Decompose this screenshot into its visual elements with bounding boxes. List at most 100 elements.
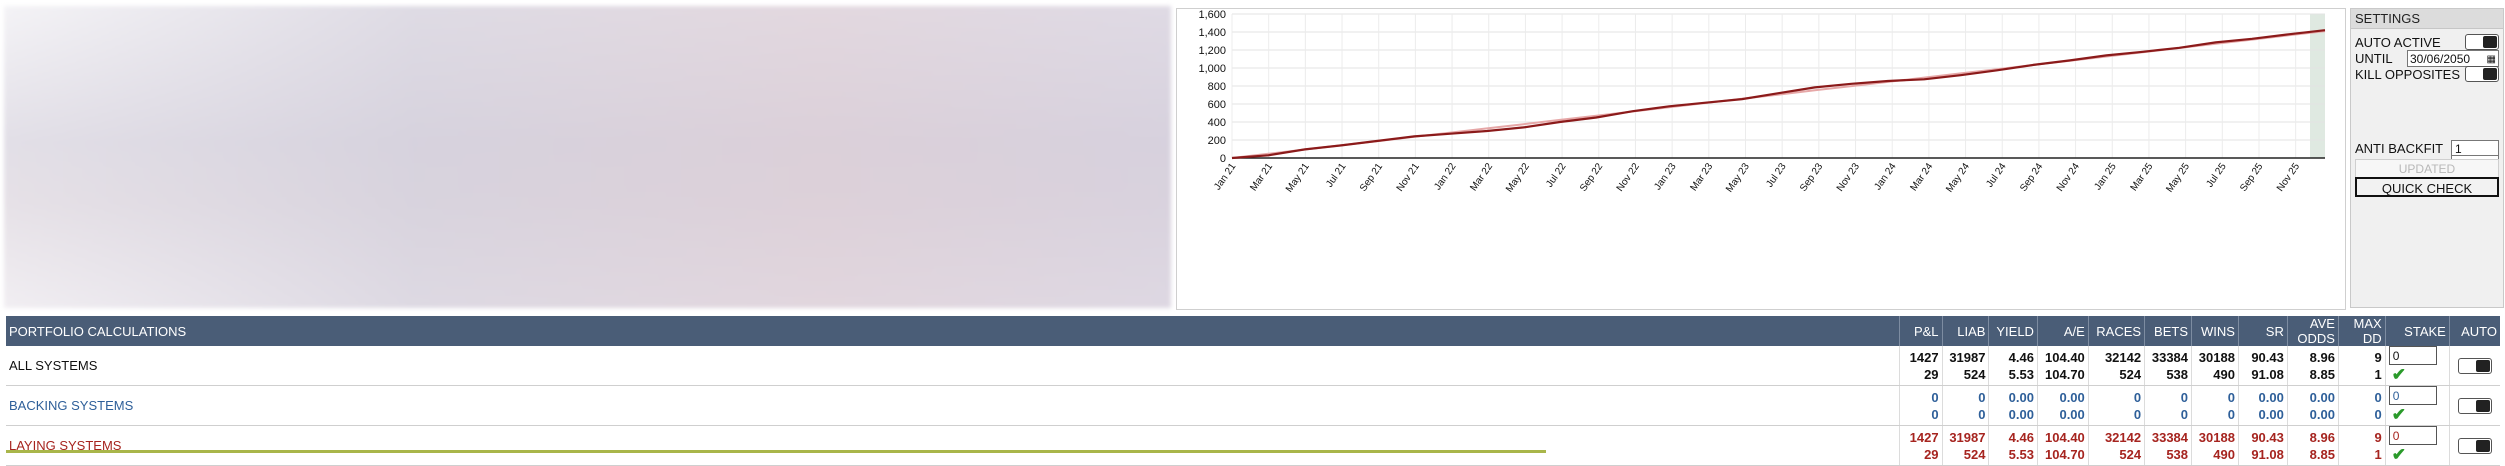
- x-tick-label: Jul 25: [2204, 161, 2229, 190]
- auto-cell: [2448, 385, 2500, 426]
- col-header-9: AVE ODDS: [2286, 316, 2339, 346]
- series-line: [1231, 29, 2326, 160]
- auto-toggle[interactable]: [2457, 397, 2492, 414]
- x-tick-label: Nov 21: [1395, 161, 1422, 194]
- cell-top: 30188: [2198, 349, 2235, 365]
- cell-top: 90.43: [2251, 349, 2284, 365]
- auto-cell: [2448, 346, 2500, 386]
- stake-input[interactable]: 0: [2388, 346, 2437, 365]
- cell-bottom: 524: [2119, 366, 2142, 382]
- cell-top: 4.46: [2008, 349, 2034, 365]
- x-tick-label: Mar 21: [1248, 161, 1275, 193]
- x-tick-label: Mar 22: [1468, 161, 1495, 193]
- x-tick-label: Nov 23: [1835, 161, 1862, 194]
- x-tick-label: May 23: [1724, 161, 1752, 195]
- col-header-5: RACES: [2087, 316, 2145, 346]
- cell-bottom: 5.53: [2008, 366, 2034, 382]
- row-cell: 0.00 0.00: [1988, 385, 2038, 426]
- cell-top: 30188: [2198, 429, 2235, 445]
- quick-check-button[interactable]: QUICK CHECK: [2355, 177, 2499, 197]
- cell-bottom: 29: [1924, 446, 1939, 462]
- cell-top: 8.96: [2309, 429, 2335, 445]
- x-tick-label: Nov 25: [2275, 161, 2302, 194]
- cell-bottom: 538: [2166, 366, 2189, 382]
- cell-bottom: 91.08: [2251, 366, 2284, 382]
- cell-bottom: 0: [2180, 406, 2189, 422]
- y-tick-label: 400: [1208, 117, 1226, 129]
- x-tick-label: Nov 24: [2055, 161, 2082, 194]
- row-cell: 4.46 5.53: [1988, 346, 2038, 386]
- cell-bottom: 538: [2166, 446, 2189, 462]
- x-tick-label: Sep 24: [2018, 161, 2045, 194]
- x-tick-label: Mar 25: [2129, 161, 2156, 193]
- cell-bottom: 91.08: [2251, 446, 2284, 462]
- row-cell: 30188 490: [2191, 425, 2239, 466]
- settings-title: SETTINGS: [2351, 9, 2503, 29]
- x-tick-label: Sep 21: [1358, 161, 1385, 194]
- x-tick-label: May 25: [2164, 161, 2192, 195]
- table-header: PORTFOLIO CALCULATIONS P&L LIAB YIELD A/E RAC…: [6, 316, 2500, 346]
- cell-top: 9: [2374, 349, 2382, 365]
- y-tick-label: 600: [1208, 99, 1226, 111]
- row-cell: 90.43 91.08: [2237, 346, 2288, 386]
- x-tick-label: Jul 24: [1984, 161, 2009, 190]
- cell-top: 31987: [1949, 349, 1986, 365]
- col-header-12: AUTO: [2448, 316, 2500, 346]
- row-cell: 1427 29: [1899, 425, 1943, 466]
- cell-bottom: 104.70: [2045, 366, 2085, 382]
- stake-input[interactable]: 0: [2388, 426, 2437, 445]
- row-cell: 33384 538: [2144, 346, 2192, 386]
- x-tick-label: Jul 21: [1324, 161, 1349, 190]
- cell-bottom: 8.85: [2309, 446, 2335, 462]
- cell-top: 0: [2374, 389, 2382, 405]
- cell-top: 0: [1978, 389, 1986, 405]
- x-tick-label: May 21: [1284, 161, 1312, 195]
- row-cell: 1427 29: [1899, 346, 1943, 386]
- cell-top: 0.00: [2258, 389, 2284, 405]
- x-tick-label: May 24: [1944, 161, 1972, 195]
- stake-input[interactable]: 0: [2388, 386, 2437, 405]
- x-tick-label: Sep 23: [1798, 161, 1825, 194]
- cell-top: 0: [2180, 389, 2189, 405]
- calendar-icon[interactable]: ▦: [2486, 53, 2496, 65]
- cell-top: 8.96: [2309, 349, 2335, 365]
- cell-bottom: 5.53: [2008, 446, 2034, 462]
- settings-panel: SETTINGS AUTO ACTIVE UNTIL 30/06/2050 ▦ …: [2350, 8, 2504, 308]
- cell-top: 0.00: [2059, 389, 2085, 405]
- check-icon: ✔: [2391, 365, 2406, 384]
- row-name: BACKING SYSTEMS: [6, 385, 1900, 426]
- y-tick-label: 1,600: [1198, 9, 1226, 21]
- cell-bottom: 0.00: [2309, 406, 2335, 422]
- kill-opposites-row: KILL OPPOSITES: [2355, 63, 2499, 85]
- cell-top: 0: [1931, 389, 1939, 405]
- cell-top: 104.40: [2045, 429, 2085, 445]
- cell-top: 4.46: [2008, 429, 2034, 445]
- cell-bottom: 1: [2374, 366, 2382, 382]
- cell-bottom: 0: [1978, 406, 1986, 422]
- y-tick-label: 1,400: [1198, 27, 1226, 39]
- auto-toggle[interactable]: [2457, 357, 2492, 374]
- cell-bottom: 104.70: [2045, 446, 2085, 462]
- cell-top: 1427: [1909, 429, 1939, 445]
- cell-bottom: 524: [1963, 366, 1986, 382]
- col-header-10: MAX DD: [2337, 316, 2386, 346]
- until-date-input[interactable]: 30/06/2050 ▦: [2407, 49, 2499, 67]
- cell-top: 33384: [2151, 429, 2189, 445]
- col-header-8: SR: [2237, 316, 2288, 346]
- cell-top: 104.40: [2045, 349, 2085, 365]
- x-tick-label: Jul 23: [1764, 161, 1789, 190]
- row-name: LAYING SYSTEMS: [6, 425, 1900, 466]
- auto-toggle[interactable]: [2457, 437, 2492, 454]
- auto-cell: [2448, 425, 2500, 466]
- blurred-image-placeholder: [4, 6, 1171, 308]
- chart-svg: 0 200 400 600 800 1,000 1,200 1,400 1,600 Jan 21 M…: [1198, 9, 2326, 195]
- row-cell: 0.00 0.00: [2286, 385, 2339, 426]
- cell-bottom: 29: [1924, 366, 1939, 382]
- col-header-11: STAKE: [2384, 316, 2450, 346]
- cell-top: 32142: [2104, 429, 2142, 445]
- kill-opposites-toggle[interactable]: [2465, 66, 2499, 82]
